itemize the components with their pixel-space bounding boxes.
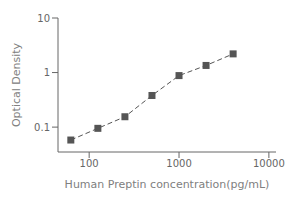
svg-text:0.1: 0.1 <box>34 122 50 133</box>
svg-text:1: 1 <box>44 67 50 78</box>
svg-text:Optical Density: Optical Density <box>10 42 23 127</box>
svg-text:10000: 10000 <box>253 158 285 169</box>
svg-text:Human Preptin concentration(pg: Human Preptin concentration(pg/mL) <box>65 178 270 191</box>
svg-text:1000: 1000 <box>166 158 191 169</box>
svg-text:10: 10 <box>37 13 50 24</box>
svg-text:100: 100 <box>80 158 99 169</box>
